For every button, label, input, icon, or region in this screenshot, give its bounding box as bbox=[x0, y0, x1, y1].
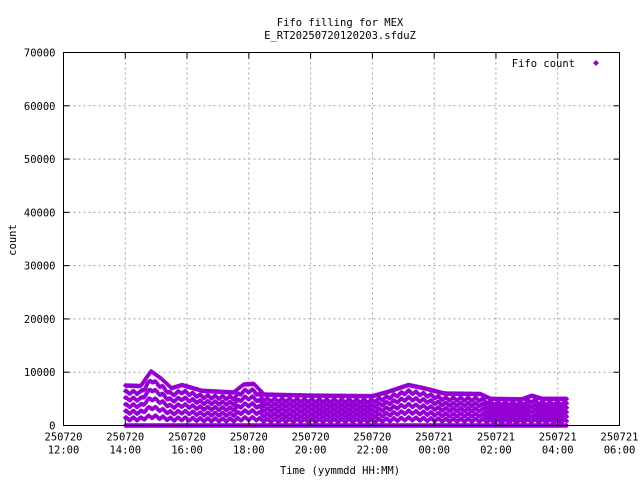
x-tick-time-label: 20:00 bbox=[295, 445, 327, 457]
x-tick-date-label: 250720 bbox=[45, 432, 83, 444]
x-tick-time-label: 00:00 bbox=[418, 445, 450, 457]
x-tick-date-label: 250721 bbox=[601, 432, 639, 444]
legend-label: Fifo count bbox=[512, 58, 575, 70]
fifo-count-point bbox=[564, 409, 570, 415]
y-tick-label: 50000 bbox=[24, 154, 56, 166]
plot-area-frame bbox=[63, 52, 620, 426]
y-tick-label: 70000 bbox=[24, 48, 56, 60]
fifo-count-point bbox=[564, 414, 570, 420]
x-axis-ticks: 25072012:0025072014:0025072016:002507201… bbox=[45, 52, 639, 457]
chart-subtitle: E_RT20250720120203.sfduZ bbox=[264, 30, 416, 42]
fifo-count-point bbox=[564, 400, 570, 406]
y-tick-label: 20000 bbox=[24, 314, 56, 326]
fifo-count-point bbox=[564, 418, 570, 424]
x-tick-time-label: 14:00 bbox=[109, 445, 141, 457]
x-axis-label: Time (yymmdd HH:MM) bbox=[280, 465, 400, 477]
chart-title: Fifo filling for MEX bbox=[277, 17, 404, 29]
x-tick-date-label: 250720 bbox=[230, 432, 268, 444]
x-tick-time-label: 04:00 bbox=[542, 445, 574, 457]
x-tick-date-label: 250721 bbox=[415, 432, 453, 444]
y-tick-label: 0 bbox=[49, 421, 55, 433]
x-tick-date-label: 250720 bbox=[292, 432, 330, 444]
x-tick-time-label: 18:00 bbox=[233, 445, 265, 457]
fifo-count-series bbox=[122, 368, 570, 428]
x-tick-date-label: 250720 bbox=[168, 432, 206, 444]
y-tick-label: 10000 bbox=[24, 367, 56, 379]
x-tick-time-label: 12:00 bbox=[48, 445, 80, 457]
x-tick-time-label: 16:00 bbox=[171, 445, 203, 457]
x-tick-date-label: 250720 bbox=[353, 432, 391, 444]
x-tick-date-label: 250721 bbox=[539, 432, 577, 444]
y-axis-label: count bbox=[7, 224, 19, 256]
grid-lines bbox=[63, 52, 620, 426]
x-tick-time-label: 22:00 bbox=[357, 445, 389, 457]
y-tick-label: 40000 bbox=[24, 207, 56, 219]
fifo-count-point bbox=[564, 405, 570, 411]
legend-marker bbox=[593, 60, 599, 66]
x-tick-date-label: 250721 bbox=[477, 432, 515, 444]
x-tick-time-label: 06:00 bbox=[604, 445, 636, 457]
fifo-count-point bbox=[564, 396, 570, 402]
y-tick-label: 30000 bbox=[24, 261, 56, 273]
legend: Fifo count bbox=[512, 58, 599, 70]
y-axis-ticks: 0 10000 20000 30000 40000 50000 60000 70000 bbox=[24, 48, 620, 433]
x-tick-date-label: 250720 bbox=[106, 432, 144, 444]
y-tick-label: 60000 bbox=[24, 101, 56, 113]
x-tick-time-label: 02:00 bbox=[480, 445, 512, 457]
